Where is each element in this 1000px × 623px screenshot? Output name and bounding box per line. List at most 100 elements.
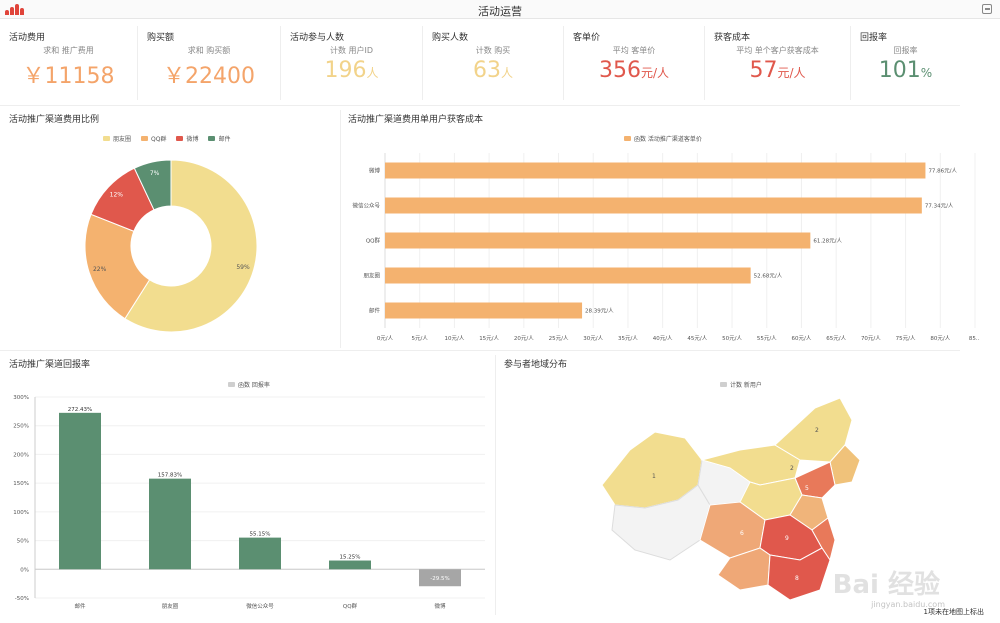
- x-tick-label: 50元/人: [722, 335, 742, 342]
- data-label: -29.5%: [430, 576, 449, 582]
- app-logo-icon: [5, 4, 27, 15]
- y-tick-label: 微博: [369, 167, 381, 175]
- acquisition-cost-chart[interactable]: 0元/人 5元/人 10元/人 15元/人 20元/人 25元/人 30元/人 35元/人 40…: [340, 148, 980, 348]
- pie-legend-item[interactable]: 邮件: [208, 134, 231, 143]
- pie-legend[interactable]: 朋友圈 QQ群 微博 邮件: [103, 134, 241, 143]
- column-bar: [419, 569, 461, 587]
- kpi-value: ￥11158: [22, 64, 115, 89]
- svg-text:2: 2: [790, 465, 794, 472]
- pie-slice: [133, 159, 172, 211]
- pie-slice: [84, 213, 151, 320]
- x-tick-label: 5元/人: [412, 335, 429, 342]
- kpi-title: 客单价: [573, 33, 601, 43]
- x-tick-label: 朋友圈: [162, 602, 179, 610]
- x-tick-label: 0元/人: [377, 335, 394, 342]
- data-label: 28.39元/人: [585, 308, 614, 315]
- col-legend[interactable]: 函数 回报率: [228, 380, 270, 389]
- x-tick-label: 80元/人: [930, 335, 950, 342]
- kpi-card[interactable]: 活动参与人数 计数 用户ID 196人: [281, 26, 423, 100]
- kpi-card[interactable]: 回报率 回报率 101%: [851, 26, 960, 100]
- data-label: 77.86元/人: [928, 168, 957, 175]
- kpi-subtitle: 求和 推广费用: [43, 46, 94, 55]
- column-bar: [239, 537, 281, 570]
- legend-swatch: [208, 136, 216, 141]
- col-legend-label: 函数 回报率: [238, 382, 270, 389]
- kpi-card[interactable]: 获客成本 平均 单个客户获客成本 57元/人: [705, 26, 851, 100]
- bar-legend-label: 函数 活动推广渠道客单价: [634, 136, 702, 143]
- legend-swatch: [176, 136, 184, 141]
- bar-legend[interactable]: 函数 活动推广渠道客单价: [624, 134, 702, 143]
- y-tick-label: QQ群: [366, 237, 381, 245]
- kpi-card[interactable]: 购买额 求和 购买额 ￥22400: [138, 26, 281, 100]
- x-tick-label: 20元/人: [514, 335, 534, 342]
- x-tick-label: 15元/人: [479, 335, 499, 342]
- map-panel-title: 参与者地域分布: [504, 360, 568, 370]
- x-tick-label: 65元/人: [826, 335, 846, 342]
- kpi-card[interactable]: 客单价平均 客单价 356元/人: [564, 26, 705, 100]
- x-tick-label: 60元/人: [792, 335, 812, 342]
- kpi-subtitle: 平均 客单价: [612, 46, 656, 55]
- bar-panel-title: 活动推广渠道费用单用户获客成本: [348, 115, 484, 125]
- x-tick-label: 35元/人: [618, 335, 638, 342]
- x-tick-label: 75元/人: [896, 335, 916, 342]
- y-tick-label: 200%: [13, 452, 29, 458]
- x-tick-label: 25元/人: [549, 335, 569, 342]
- y-tick-label: 250%: [13, 424, 29, 430]
- return-rate-chart[interactable]: 300% 250% 200% 150% 100% 50% 0% -50% 272.43% 邮件 15…: [0, 388, 492, 616]
- kpi-title: 活动费用: [9, 33, 46, 43]
- pie-label: 12%: [110, 192, 124, 199]
- map-region-northeast: [774, 397, 853, 463]
- kpi-value: 101%: [878, 58, 933, 83]
- svg-text:5: 5: [805, 485, 809, 492]
- pie-legend-item[interactable]: 朋友圈: [103, 134, 131, 143]
- china-map[interactable]: 1 2 2 5 9 6 8: [590, 390, 920, 615]
- x-tick-label: 55元/人: [757, 335, 777, 342]
- svg-text:2: 2: [815, 427, 819, 434]
- exit-icon[interactable]: [982, 4, 992, 14]
- legend-label: 微博: [186, 136, 199, 143]
- x-tick-label: 85...: [969, 336, 980, 342]
- svg-text:1: 1: [652, 473, 656, 480]
- kpi-value: 57元/人: [749, 58, 806, 83]
- kpi-row: 活动费用求和 推广费用 ￥11158 购买额 求和 购买额 ￥22400 活动参与人数 计数…: [0, 26, 960, 106]
- kpi-subtitle: 求和 购买额: [187, 46, 231, 55]
- y-tick-label: 300%: [13, 395, 29, 401]
- kpi-value: 63人: [472, 58, 513, 83]
- legend-label: QQ群: [151, 136, 167, 143]
- column-bar: [329, 560, 371, 570]
- data-label: 272.43%: [68, 407, 92, 413]
- kpi-value: 356元/人: [598, 58, 670, 83]
- x-tick-label: 微博: [434, 602, 446, 610]
- legend-label: 邮件: [218, 136, 231, 143]
- y-tick-label: 150%: [13, 481, 29, 487]
- legend-swatch: [228, 382, 235, 387]
- kpi-subtitle: 平均 单个客户获客成本: [736, 46, 819, 55]
- pie-legend-item[interactable]: QQ群: [141, 134, 166, 143]
- y-tick-label: 50%: [17, 539, 29, 545]
- map-region-south: [767, 547, 831, 601]
- title-bar: 活动运营: [0, 0, 1000, 19]
- data-label: 55.15%: [250, 532, 271, 538]
- x-tick-label: 邮件: [74, 602, 86, 610]
- kpi-card[interactable]: 购买人数 计数 购买 63人: [423, 26, 564, 100]
- column-bar: [149, 478, 191, 570]
- map-legend[interactable]: 计数 新用户: [720, 380, 762, 389]
- legend-label: 朋友圈: [113, 136, 132, 143]
- x-tick-label: 10元/人: [444, 335, 464, 342]
- kpi-card[interactable]: 活动费用求和 推广费用 ￥11158: [0, 26, 138, 100]
- legend-swatch: [624, 136, 631, 141]
- svg-text:9: 9: [785, 535, 789, 542]
- data-label: 52.68元/人: [754, 273, 783, 280]
- map-legend-label: 计数 新用户: [730, 382, 762, 389]
- pie-chart[interactable]: 59% 22% 12% 7%: [60, 148, 290, 348]
- kpi-value: 196人: [324, 58, 379, 83]
- map-region-jiangsu-zhejiang: [811, 517, 836, 562]
- x-tick-label: 70元/人: [861, 335, 881, 342]
- y-tick-label: 100%: [13, 510, 29, 516]
- watermark: Bai 经验: [832, 570, 940, 600]
- kpi-title: 回报率: [860, 33, 888, 43]
- x-tick-label: 微信公众号: [246, 602, 274, 610]
- y-tick-label: -50%: [15, 596, 29, 602]
- pie-legend-item[interactable]: 微博: [176, 134, 198, 143]
- y-tick-label: 0%: [20, 567, 29, 573]
